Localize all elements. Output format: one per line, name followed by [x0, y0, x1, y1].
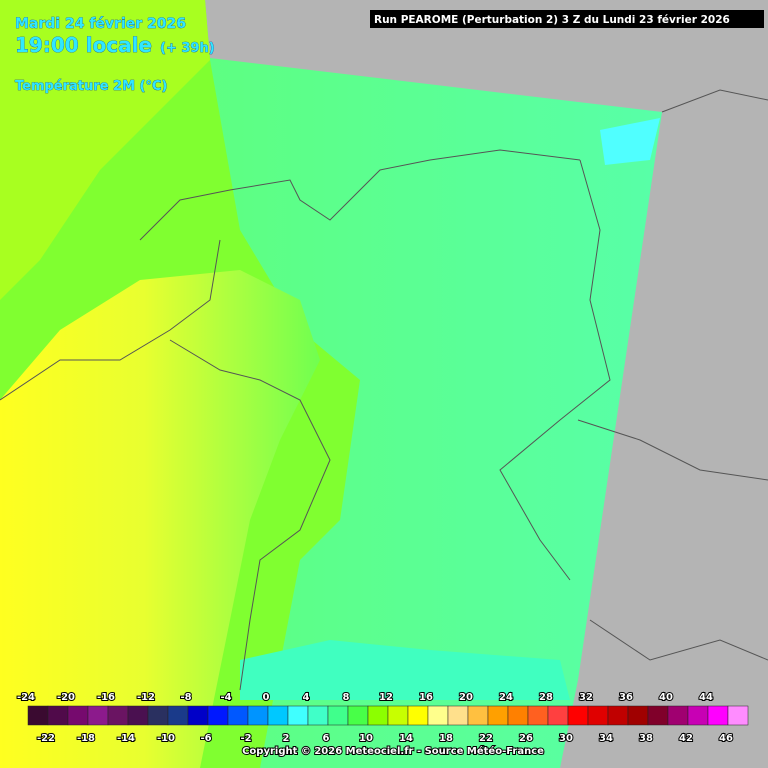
- legend-swatch: [727, 705, 749, 726]
- legend-label: -10: [157, 733, 175, 744]
- legend-label: -24: [17, 692, 35, 703]
- legend-swatch: [647, 705, 669, 726]
- legend-label: 16: [419, 692, 433, 703]
- legend-swatch: [527, 705, 549, 726]
- legend-label: 40: [659, 692, 673, 703]
- legend-label: -16: [97, 692, 115, 703]
- legend-swatch: [487, 705, 509, 726]
- legend-label: 28: [539, 692, 553, 703]
- legend-swatch: [507, 705, 529, 726]
- legend-label: 42: [679, 733, 693, 744]
- legend-label: -4: [220, 692, 231, 703]
- date: Mardi 24 février 2026: [15, 16, 186, 32]
- legend-label: -6: [200, 733, 211, 744]
- legend-swatch: [667, 705, 689, 726]
- legend-label: 0: [263, 692, 270, 703]
- legend-swatch: [247, 705, 269, 726]
- legend-label: -18: [77, 733, 95, 744]
- legend-label: 20: [459, 692, 473, 703]
- legend-swatch: [107, 705, 129, 726]
- legend-label: -14: [117, 733, 135, 744]
- lead-time: (+ 39h): [160, 41, 215, 56]
- legend-swatch: [167, 705, 189, 726]
- legend-label: 30: [559, 733, 573, 744]
- copyright: Copyright © 2026 Meteociel.fr - Source M…: [242, 745, 544, 757]
- legend-swatch: [587, 705, 609, 726]
- legend-swatch: [467, 705, 489, 726]
- legend-label: 38: [639, 733, 653, 744]
- legend-label: 22: [479, 733, 493, 744]
- legend-label: -8: [180, 692, 191, 703]
- legend-label: 4: [303, 692, 310, 703]
- legend-swatch: [347, 705, 369, 726]
- run-info: Run PEAROME (Perturbation 2) 3 Z du Lund…: [374, 14, 730, 26]
- legend-label: 6: [323, 733, 330, 744]
- legend-label: 36: [619, 692, 633, 703]
- legend-label: -12: [137, 692, 155, 703]
- legend-label: 2: [283, 733, 290, 744]
- legend-swatch: [287, 705, 309, 726]
- legend-label: 12: [379, 692, 393, 703]
- legend-swatch: [47, 705, 69, 726]
- coastline: [0, 239, 221, 401]
- legend-swatch: [407, 705, 429, 726]
- legend-swatch: [267, 705, 289, 726]
- legend-swatch: [387, 705, 409, 726]
- legend-label: 14: [399, 733, 413, 744]
- legend-swatch: [207, 705, 229, 726]
- field-alps: [240, 640, 570, 700]
- legend-swatch: [367, 705, 389, 726]
- legend-swatch: [187, 705, 209, 726]
- legend-swatch: [707, 705, 729, 726]
- legend-label: 34: [599, 733, 613, 744]
- legend-swatch: [627, 705, 649, 726]
- border: [499, 159, 611, 581]
- time: 19:00 locale: [15, 33, 152, 57]
- legend-swatch: [67, 705, 89, 726]
- legend: -24-22-20-18-16-14-12-10-8-6-4-202468101…: [16, 691, 749, 745]
- legend-swatch: [607, 705, 629, 726]
- legend-swatch: [307, 705, 329, 726]
- legend-swatch: [427, 705, 449, 726]
- legend-swatch: [547, 705, 569, 726]
- field-north: [0, 0, 210, 300]
- legend-swatch: [127, 705, 149, 726]
- legend-swatch: [327, 705, 349, 726]
- legend-label: 46: [719, 733, 733, 744]
- legend-swatch: [567, 705, 589, 726]
- legend-swatch: [87, 705, 109, 726]
- legend-label: 32: [579, 692, 593, 703]
- borders: [0, 89, 768, 691]
- legend-swatch: [447, 705, 469, 726]
- field-cold: [600, 118, 660, 165]
- legend-swatch: [147, 705, 169, 726]
- border: [577, 89, 768, 661]
- coastline: [139, 149, 581, 241]
- parameter: Température 2M (°C): [15, 79, 167, 94]
- legend-label: -20: [57, 692, 75, 703]
- field-warm: [0, 270, 320, 768]
- legend-label: 24: [499, 692, 513, 703]
- run-banner: [370, 10, 764, 28]
- border: [169, 339, 331, 691]
- legend-swatch: [227, 705, 249, 726]
- legend-label: 44: [699, 692, 713, 703]
- legend-label: 10: [359, 733, 373, 744]
- legend-label: 26: [519, 733, 533, 744]
- legend-swatch: [27, 705, 49, 726]
- legend-label: 18: [439, 733, 453, 744]
- legend-label: -22: [37, 733, 55, 744]
- legend-label: 8: [343, 692, 350, 703]
- legend-label: -2: [240, 733, 251, 744]
- legend-swatch: [687, 705, 709, 726]
